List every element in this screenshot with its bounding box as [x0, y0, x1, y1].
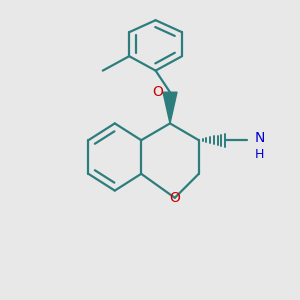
Polygon shape [163, 92, 177, 123]
Text: O: O [153, 85, 164, 99]
Text: O: O [169, 191, 180, 205]
Text: H: H [255, 148, 265, 161]
Text: N: N [255, 131, 265, 145]
